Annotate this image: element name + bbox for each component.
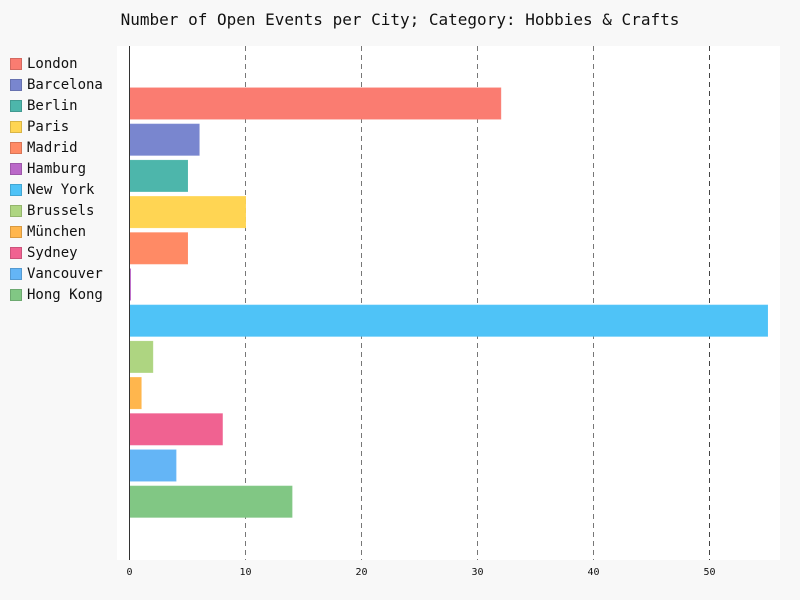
legend-item[interactable]: Hong Kong [10,284,103,305]
legend-label: Brussels [27,202,95,219]
legend-swatch [10,225,22,238]
bar-hong-kong[interactable] [129,485,293,518]
legend-item[interactable]: Brussels [10,200,103,221]
legend-swatch [10,57,22,70]
bar-paris[interactable] [129,196,246,229]
x-tick-labels: 0 10 20 30 40 50 [126,567,715,578]
legend-item[interactable]: London [10,53,103,74]
legend-label: New York [27,181,95,198]
bars [129,87,768,518]
legend-label: Sydney [27,244,78,261]
x-tick-label: 50 [703,567,715,578]
bar-sydney[interactable] [129,413,223,446]
legend-swatch [10,99,22,112]
bar-brussels[interactable] [129,340,154,373]
legend-label: Paris [27,118,70,135]
legend-label: München [27,223,87,240]
bar-barcelona[interactable] [129,123,200,156]
chart-title: Number of Open Events per City; Category… [120,10,680,29]
legend: London Barcelona Berlin Paris Madrid Hamburg N… [10,53,103,305]
legend-item[interactable]: Hamburg [10,158,103,179]
legend-item[interactable]: Sydney [10,242,103,263]
legend-swatch [10,162,22,175]
legend-item[interactable]: Paris [10,116,103,137]
legend-item[interactable]: Vancouver [10,263,103,284]
bar-berlin[interactable] [129,159,188,192]
legend-swatch [10,120,22,133]
legend-item[interactable]: New York [10,179,103,200]
legend-label: Vancouver [27,265,103,282]
legend-label: Berlin [27,97,78,114]
grid-lines [245,46,710,560]
legend-swatch [10,78,22,91]
x-tick-label: 40 [587,567,599,578]
plot-background [117,46,780,560]
legend-item[interactable]: Madrid [10,137,103,158]
legend-swatch [10,183,22,196]
legend-item[interactable]: München [10,221,103,242]
legend-swatch [10,267,22,280]
x-tick-label: 0 [126,567,132,578]
legend-swatch [10,288,22,301]
x-tick-label: 30 [471,567,483,578]
legend-swatch [10,246,22,259]
legend-label: Barcelona [27,76,103,93]
bar-london[interactable] [129,87,502,120]
legend-label: Madrid [27,139,78,156]
legend-item[interactable]: Barcelona [10,74,103,95]
legend-label: Hamburg [27,160,87,177]
x-tick-label: 20 [355,567,367,578]
legend-swatch [10,141,22,154]
bar-m-nchen[interactable] [129,377,142,410]
bar-madrid[interactable] [129,232,188,265]
x-tick-label: 10 [239,567,251,578]
legend-swatch [10,204,22,217]
legend-item[interactable]: Berlin [10,95,103,116]
bar-new-york[interactable] [129,304,768,337]
legend-label: London [27,55,78,72]
bar-vancouver[interactable] [129,449,177,482]
legend-label: Hong Kong [27,286,103,303]
